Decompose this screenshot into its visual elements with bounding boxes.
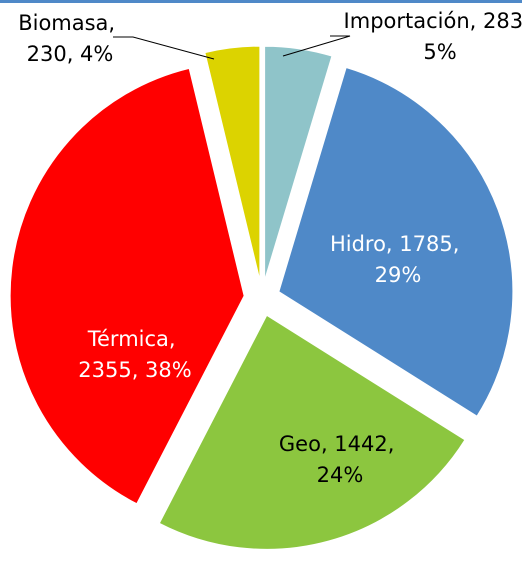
label-line: Biomasa, bbox=[18, 11, 122, 35]
label-line: 29% bbox=[375, 263, 422, 287]
pie-slice bbox=[264, 45, 333, 281]
data-label: Geo, 1442, 24% bbox=[279, 432, 401, 487]
leader-line bbox=[282, 35, 351, 57]
label-line: Importación, 283, bbox=[344, 9, 522, 33]
label-line: Geo, 1442, bbox=[279, 432, 401, 456]
label-line: 24% bbox=[317, 463, 364, 487]
data-label: Hidro, 1785, 29% bbox=[330, 232, 466, 287]
pie-slice bbox=[9, 67, 245, 505]
label-line: 2355, 38% bbox=[78, 358, 191, 382]
label-line: 230, 4% bbox=[27, 42, 114, 66]
top-border bbox=[0, 0, 522, 3]
label-line: Térmica, bbox=[87, 327, 183, 351]
label-line: 5% bbox=[423, 40, 456, 64]
data-label: Biomasa, 230, 4% bbox=[18, 11, 122, 66]
pie-slice bbox=[158, 314, 466, 550]
pie-slice bbox=[278, 66, 514, 417]
data-label: Importación, 283, 5% bbox=[344, 9, 522, 64]
leader-line bbox=[113, 36, 215, 60]
label-line: Hidro, 1785, bbox=[330, 232, 466, 256]
data-label: Térmica, 2355, 38% bbox=[78, 327, 191, 382]
pie-slice bbox=[204, 45, 261, 281]
